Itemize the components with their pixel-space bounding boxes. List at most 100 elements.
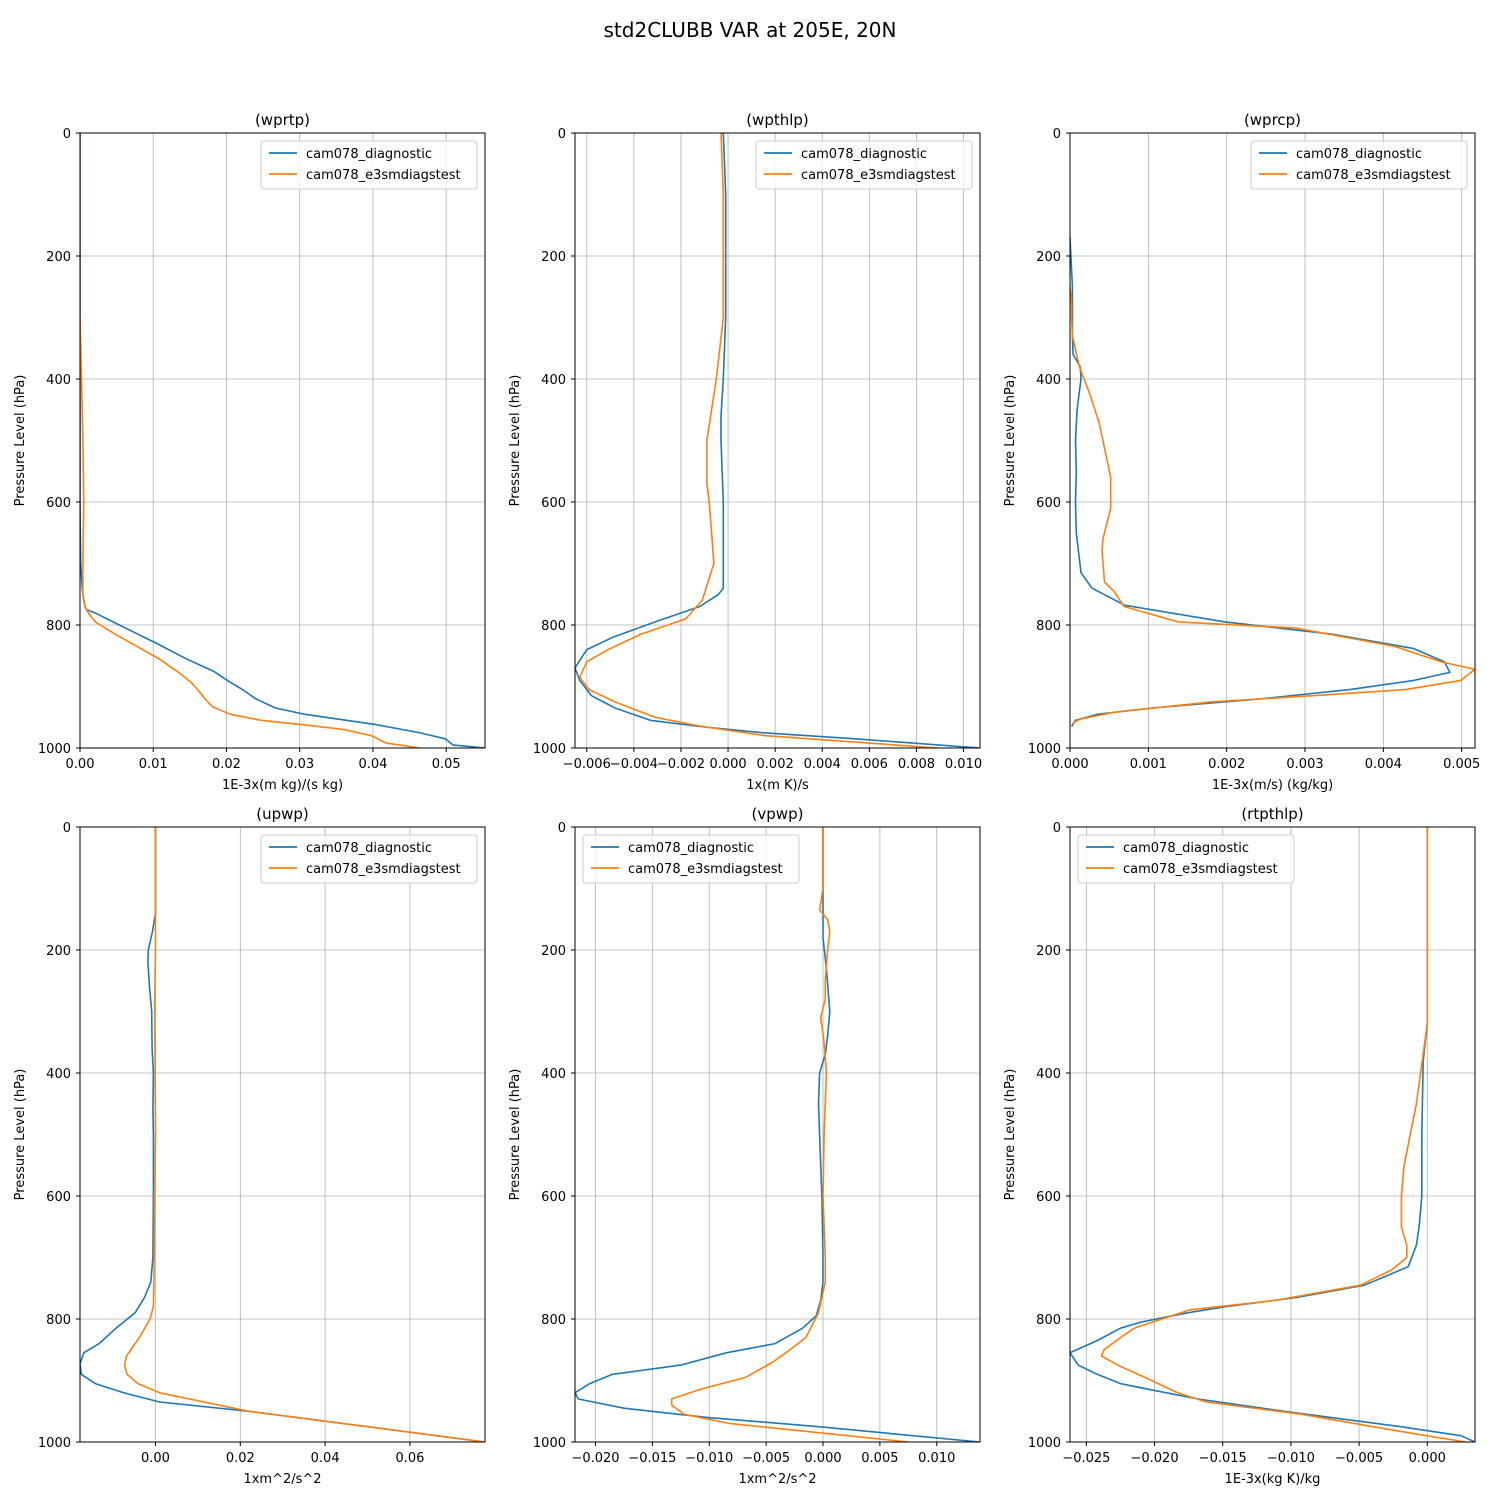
legend-entry: cam078_diagnostic xyxy=(1123,841,1249,856)
x-tick-label: −0.015 xyxy=(628,1451,676,1466)
y-tick-label: 1000 xyxy=(1028,1436,1061,1451)
legend-entry: cam078_e3smdiagstest xyxy=(306,862,461,877)
series-line-cam078_e3smdiagstest xyxy=(80,133,420,748)
y-axis-label: Pressure Level (hPa) xyxy=(508,375,523,507)
legend-frame xyxy=(260,140,478,190)
panel-wpthlp: −0.006−0.004−0.002 0.000 0.002 0.004 0.006 0.… xyxy=(508,111,982,793)
y-tick-label: 400 xyxy=(1036,373,1061,388)
legend: cam078_diagnostic cam078_e3smdiagstest xyxy=(260,834,478,884)
x-tick-label: 0.000 xyxy=(1409,1451,1446,1466)
x-tick-label: 0.000 xyxy=(1051,757,1088,772)
x-tick-label: 0.05 xyxy=(432,757,461,772)
legend-entry: cam078_e3smdiagstest xyxy=(801,168,956,183)
legend-entry: cam078_diagnostic xyxy=(801,147,927,162)
panel-title: (vpwp) xyxy=(752,805,804,823)
x-tick-label: −0.006 xyxy=(563,757,611,772)
y-axis-label: Pressure Level (hPa) xyxy=(13,375,28,507)
legend-entry: cam078_e3smdiagstest xyxy=(1296,168,1451,183)
x-tick-label: −0.002 xyxy=(657,757,705,772)
y-axis-label: Pressure Level (hPa) xyxy=(1003,375,1018,507)
x-axis-label: 1xm^2/s^2 xyxy=(738,1472,816,1487)
y-tick-label: 800 xyxy=(46,1313,71,1328)
y-tick-label: 1000 xyxy=(533,742,566,757)
figure-suptitle: std2CLUBB VAR at 205E, 20N xyxy=(604,18,897,42)
x-tick-label: −0.005 xyxy=(1335,1451,1383,1466)
panel-title: (wpthlp) xyxy=(746,111,809,129)
x-axis-label: 1E-3x(m kg)/(s kg) xyxy=(222,778,343,793)
y-tick-label: 200 xyxy=(1036,250,1061,265)
y-axis-label: Pressure Level (hPa) xyxy=(508,1069,523,1201)
y-tick-label: 600 xyxy=(46,1190,71,1205)
legend: cam078_diagnostic cam078_e3smdiagstest xyxy=(1250,140,1468,190)
x-tick-label: 0.00 xyxy=(66,757,95,772)
panel-rtpthlp: −0.025 −0.020 −0.015 −0.010 −0.005 0.000 0 200 4… xyxy=(1003,805,1476,1487)
y-tick-label: 200 xyxy=(46,250,71,265)
series-line-cam078_diagnostic xyxy=(1070,237,1451,727)
panel-wprcp: 0.000 0.001 0.002 0.003 0.004 0.005 0 200 400 600… xyxy=(1003,111,1480,793)
x-tick-label: −0.005 xyxy=(742,1451,790,1466)
axes-frame xyxy=(79,132,486,749)
legend-entry: cam078_diagnostic xyxy=(306,147,432,162)
y-axis-label: Pressure Level (hPa) xyxy=(13,1069,28,1201)
series-line-cam078_e3smdiagstest xyxy=(578,133,938,748)
panel-wprtp: 0.00 0.01 0.02 0.03 0.04 0.05 0 200 400 600 800 100… xyxy=(13,111,486,793)
x-tick-label: −0.004 xyxy=(610,757,658,772)
x-tick-label: 0.005 xyxy=(861,1451,898,1466)
y-tick-label: 800 xyxy=(1036,1313,1061,1328)
panel-vpwp: −0.020 −0.015 −0.010 −0.005 0.000 0.005 0.010 0… xyxy=(508,805,981,1487)
legend-frame xyxy=(260,834,478,884)
y-tick-label: 600 xyxy=(541,496,566,511)
axes-frame xyxy=(79,826,486,1443)
legend-entry: cam078_e3smdiagstest xyxy=(1123,862,1278,877)
y-tick-label: 800 xyxy=(541,1313,566,1328)
panel-title: (wprcp) xyxy=(1244,111,1301,129)
x-tick-label: 0.010 xyxy=(918,1451,955,1466)
x-tick-label: 0.03 xyxy=(285,757,314,772)
panel-title: (rtpthlp) xyxy=(1241,805,1303,823)
y-tick-label: 1000 xyxy=(38,742,71,757)
x-tick-label: −0.010 xyxy=(685,1451,733,1466)
x-tick-label: 0.00 xyxy=(141,1451,170,1466)
x-tick-label: 0.003 xyxy=(1286,757,1323,772)
x-tick-label: −0.015 xyxy=(1199,1451,1247,1466)
y-tick-label: 400 xyxy=(46,373,71,388)
y-tick-label: 600 xyxy=(1036,496,1061,511)
x-tick-label: −0.025 xyxy=(1062,1451,1110,1466)
series-line-cam078_e3smdiagstest xyxy=(1070,286,1475,725)
x-axis-label: 1x(m K)/s xyxy=(746,778,809,793)
y-tick-label: 1000 xyxy=(38,1436,71,1451)
x-tick-label: 0.002 xyxy=(757,757,794,772)
legend-frame xyxy=(755,140,973,190)
y-tick-label: 200 xyxy=(1036,944,1061,959)
y-tick-label: 0 xyxy=(558,127,566,142)
y-tick-label: 0 xyxy=(63,821,71,836)
legend-entry: cam078_e3smdiagstest xyxy=(306,168,461,183)
x-tick-label: 0.004 xyxy=(804,757,841,772)
legend: cam078_diagnostic cam078_e3smdiagstest xyxy=(1077,834,1295,884)
x-tick-label: 0.01 xyxy=(139,757,168,772)
y-tick-label: 600 xyxy=(541,1190,566,1205)
axes-frame xyxy=(1069,132,1476,749)
legend: cam078_diagnostic cam078_e3smdiagstest xyxy=(755,140,973,190)
axes-frame xyxy=(574,132,981,749)
x-tick-label: 0.005 xyxy=(1443,757,1480,772)
legend-frame xyxy=(1077,834,1295,884)
y-tick-label: 400 xyxy=(541,1067,566,1082)
y-tick-label: 0 xyxy=(1053,821,1061,836)
series-line-cam078_diagnostic xyxy=(575,827,980,1442)
axes-frame xyxy=(574,826,981,1443)
legend-frame xyxy=(1250,140,1468,190)
series-line-cam078_e3smdiagstest xyxy=(670,827,909,1442)
series-line-cam078_diagnostic xyxy=(1070,827,1475,1442)
y-tick-label: 0 xyxy=(63,127,71,142)
y-tick-label: 600 xyxy=(46,496,71,511)
x-tick-label: 0.002 xyxy=(1208,757,1245,772)
x-tick-label: 0.02 xyxy=(212,757,241,772)
x-tick-label: −0.020 xyxy=(1130,1451,1178,1466)
y-tick-label: 400 xyxy=(46,1067,71,1082)
series-line-cam078_diagnostic xyxy=(80,827,485,1442)
y-tick-label: 0 xyxy=(558,821,566,836)
axes-frame xyxy=(1069,826,1476,1443)
x-axis-label: 1xm^2/s^2 xyxy=(243,1472,321,1487)
